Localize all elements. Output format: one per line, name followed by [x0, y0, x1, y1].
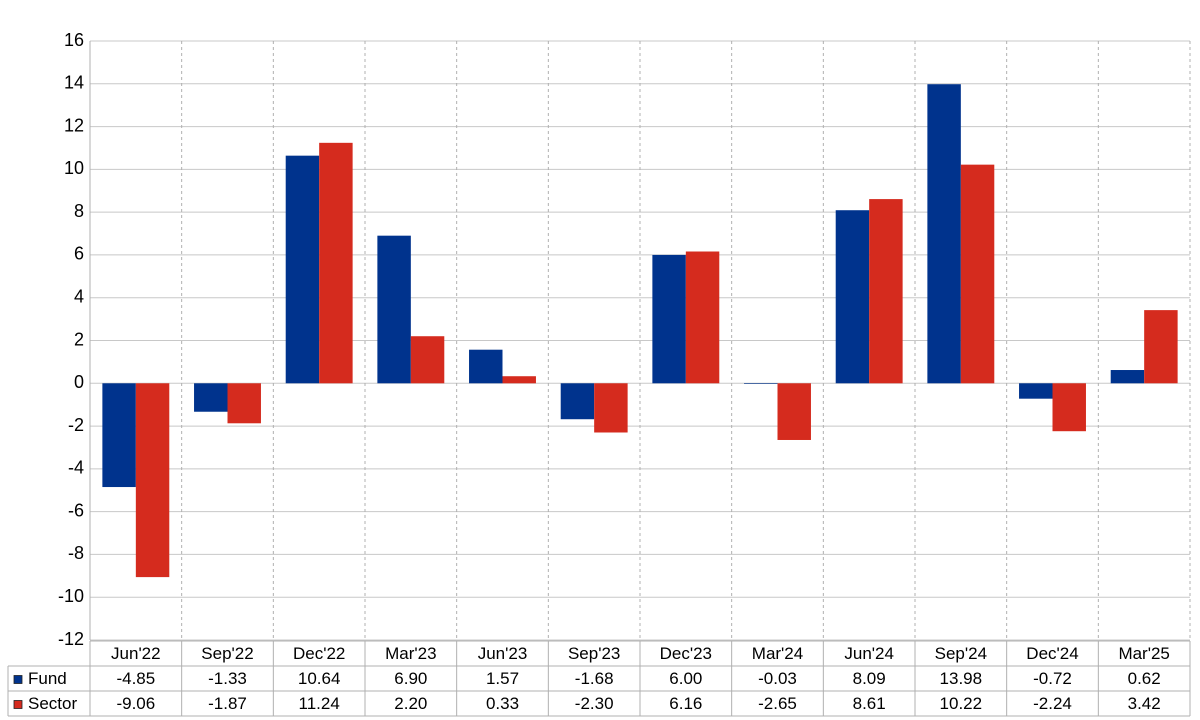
value-label: -1.68 [575, 669, 614, 688]
x-tick-label: Dec'22 [293, 644, 345, 663]
value-label: 6.16 [669, 694, 702, 713]
bar [1052, 383, 1086, 432]
bar [102, 383, 136, 488]
bar [1110, 370, 1145, 384]
value-label: 6.90 [394, 669, 427, 688]
bar [469, 349, 503, 384]
value-label: 6.00 [669, 669, 702, 688]
y-tick-label: 0 [74, 372, 84, 392]
x-tick-label: Mar'24 [752, 644, 803, 663]
y-tick-label: -12 [58, 629, 84, 649]
y-tick-label: -6 [68, 500, 84, 520]
y-tick-label: 4 [74, 286, 84, 306]
y-tick-label: -4 [68, 458, 84, 478]
y-tick-label: 6 [74, 244, 84, 264]
bar [410, 336, 445, 384]
y-tick-label: -2 [68, 415, 84, 435]
value-label: 11.24 [299, 694, 340, 713]
y-tick-label: 10 [64, 158, 84, 178]
bar [135, 383, 170, 578]
bar [927, 84, 961, 384]
bar [560, 383, 595, 420]
legend-swatch [13, 700, 23, 709]
legend-swatch [13, 675, 23, 684]
value-label: 1.57 [486, 669, 519, 688]
value-label: 10.22 [940, 694, 983, 713]
bar [869, 199, 903, 384]
value-label: -4.85 [116, 669, 155, 688]
value-label: -9.06 [116, 694, 155, 713]
bar [227, 383, 261, 424]
legend-label: Sector [28, 694, 77, 713]
value-label: 8.09 [853, 669, 886, 688]
x-tick-label: Sep'24 [935, 644, 987, 663]
bar [594, 383, 628, 433]
value-label: -1.33 [208, 669, 247, 688]
value-label: 0.62 [1128, 669, 1161, 688]
x-tick-label: Jun'24 [844, 644, 894, 663]
bar [685, 251, 720, 384]
bar [194, 383, 228, 412]
value-label: -0.72 [1033, 669, 1072, 688]
bar [285, 155, 320, 384]
bar [502, 376, 536, 384]
y-tick-label: -8 [68, 543, 84, 563]
y-tick-label: 8 [74, 201, 84, 221]
bar [377, 235, 411, 384]
y-tick-label: 12 [64, 115, 84, 135]
x-tick-label: Jun'23 [478, 644, 528, 663]
x-tick-label: Mar'25 [1118, 644, 1169, 663]
value-label: 8.61 [853, 694, 886, 713]
x-tick-label: Mar'23 [385, 644, 436, 663]
bar [319, 142, 353, 384]
bar [652, 254, 686, 384]
y-tick-label: 16 [64, 30, 84, 50]
x-tick-label: Dec'24 [1026, 644, 1078, 663]
bar [835, 210, 870, 384]
bar [960, 164, 995, 384]
y-tick-label: 2 [74, 329, 84, 349]
x-tick-label: Sep'22 [201, 644, 253, 663]
value-label: 3.42 [1128, 694, 1161, 713]
value-label: -0.03 [758, 669, 797, 688]
value-label: 2.20 [394, 694, 427, 713]
bar [744, 383, 778, 384]
x-tick-label: Sep'23 [568, 644, 620, 663]
y-tick-label: 14 [64, 73, 84, 93]
x-tick-label: Dec'23 [660, 644, 712, 663]
x-tick-label: Jun'22 [111, 644, 161, 663]
y-tick-label: -10 [58, 586, 84, 606]
value-label: 13.98 [940, 669, 983, 688]
value-label: -2.30 [575, 694, 614, 713]
value-label: -2.65 [758, 694, 797, 713]
value-label: -2.24 [1033, 694, 1072, 713]
bar [777, 383, 811, 440]
value-label: 10.64 [298, 669, 341, 688]
bar [1144, 310, 1178, 384]
value-label: 0.33 [486, 694, 519, 713]
value-label: -1.87 [208, 694, 247, 713]
bar [1019, 383, 1053, 399]
legend-label: Fund [28, 669, 67, 688]
